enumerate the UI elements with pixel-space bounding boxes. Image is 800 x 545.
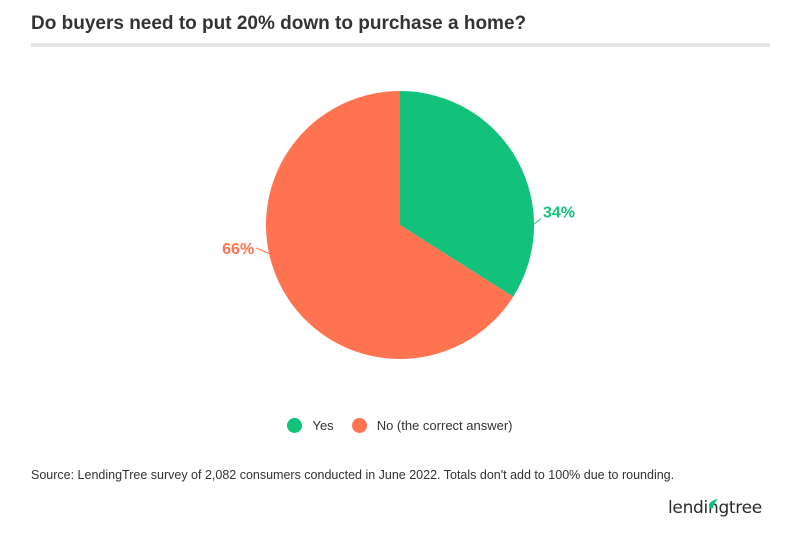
leader-line-no <box>256 247 271 255</box>
legend-label-no: No (the correct answer) <box>376 418 513 433</box>
pie-slices <box>265 91 534 359</box>
pie-chart: 34% 66% <box>222 91 575 359</box>
lendingtree-logo[interactable]: lendingtree <box>668 498 762 518</box>
chart-title: Do buyers need to put 20% down to purcha… <box>31 13 527 34</box>
legend-swatch-yes <box>287 418 303 433</box>
legend-item-yes[interactable]: Yes <box>287 418 334 433</box>
legend: Yes No (the correct answer) <box>0 418 800 433</box>
pie-slice-yes[interactable] <box>400 91 534 297</box>
pie-labels: 34% 66% <box>222 205 575 258</box>
legend-item-no[interactable]: No (the correct answer) <box>351 418 513 433</box>
title-divider <box>31 43 770 47</box>
data-label-no: 66% <box>222 241 254 258</box>
data-label-yes: 34% <box>543 205 575 222</box>
legend-swatch-no <box>351 418 367 433</box>
source-note: Source: LendingTree survey of 2,082 cons… <box>31 468 675 482</box>
leader-line-yes <box>532 218 542 226</box>
legend-label-yes: Yes <box>312 418 334 433</box>
pie-slice-no[interactable] <box>265 91 514 359</box>
logo-text: lendingtree <box>668 498 762 518</box>
leaf-icon <box>708 499 718 512</box>
